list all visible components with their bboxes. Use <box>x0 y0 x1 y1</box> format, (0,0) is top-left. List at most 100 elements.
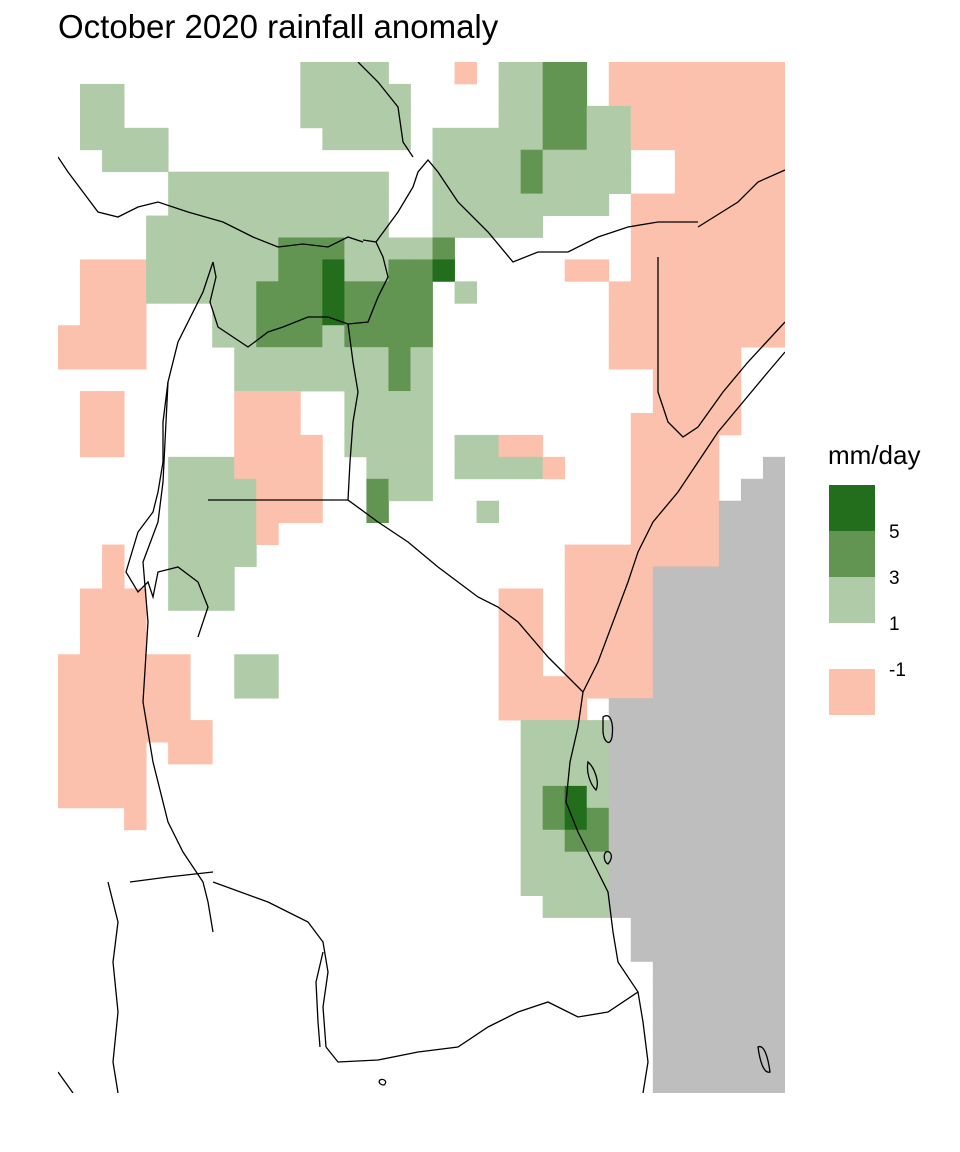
dry-anomaly-cell <box>234 391 257 414</box>
rainfall-anomaly-map <box>58 62 785 1093</box>
dry-anomaly-cell <box>630 588 654 611</box>
dry-anomaly-cell <box>608 62 632 85</box>
wet-anomaly-cell <box>454 215 477 238</box>
dry-anomaly-cell <box>630 281 654 304</box>
wet-anomaly-cell <box>564 829 588 853</box>
ocean-cell <box>762 544 785 567</box>
dry-anomaly-cell <box>762 281 785 304</box>
dry-anomaly-cell <box>674 369 698 392</box>
wet-anomaly-cell <box>542 807 566 831</box>
wet-anomaly-cell <box>410 259 433 282</box>
ocean-cell <box>740 895 764 918</box>
ocean-cell <box>674 742 698 765</box>
wet-anomaly-cell <box>212 500 235 524</box>
ocean-cell <box>740 720 764 743</box>
dry-anomaly-cell <box>674 347 698 370</box>
wet-anomaly-cell <box>366 62 389 85</box>
wet-anomaly-cell <box>432 171 455 195</box>
dry-anomaly-cell <box>80 676 103 699</box>
ocean-cell <box>718 829 742 853</box>
dry-anomaly-cell <box>674 83 698 107</box>
wet-anomaly-cell <box>432 259 455 282</box>
wet-anomaly-cell <box>234 654 257 677</box>
dry-anomaly-cell <box>80 742 103 765</box>
border-kenya-tanzania-coast <box>582 351 785 693</box>
wet-anomaly-cell <box>190 456 213 480</box>
ocean-cell <box>630 851 654 875</box>
wet-anomaly-cell <box>344 62 367 85</box>
ocean-cell <box>674 851 698 875</box>
wet-anomaly-cell <box>190 500 213 524</box>
dry-anomaly-cell <box>674 303 698 326</box>
ocean-cell <box>762 742 785 765</box>
dry-anomaly-cell <box>256 478 279 502</box>
wet-anomaly-cell <box>322 193 345 216</box>
dry-anomaly-cell <box>630 566 654 589</box>
dry-anomaly-cell <box>740 62 764 85</box>
wet-anomaly-cell <box>366 281 389 304</box>
wet-anomaly-cell <box>564 895 588 918</box>
wet-anomaly-cell <box>146 215 169 238</box>
wet-anomaly-cell <box>300 325 323 348</box>
wet-anomaly-cell <box>586 720 610 743</box>
wet-anomaly-cell <box>542 83 566 107</box>
wet-anomaly-cell <box>586 785 610 809</box>
ocean-cell <box>696 1005 720 1028</box>
dry-anomaly-cell <box>740 303 764 326</box>
wet-anomaly-cell <box>498 149 522 173</box>
dry-anomaly-cell <box>80 610 103 633</box>
ocean-cell <box>740 829 764 853</box>
wet-anomaly-cell <box>344 325 367 348</box>
dry-anomaly-cell <box>630 456 654 480</box>
ocean-cell <box>608 873 632 896</box>
wet-anomaly-cell <box>542 720 566 743</box>
ocean-cell <box>696 566 720 589</box>
dry-anomaly-cell <box>498 698 522 721</box>
dry-anomaly-cell <box>124 654 147 677</box>
dry-anomaly-cell <box>718 149 742 173</box>
dry-anomaly-cell <box>696 259 720 282</box>
wet-anomaly-cell <box>586 105 610 129</box>
wet-anomaly-cell <box>168 566 191 589</box>
ocean-cell <box>762 851 785 875</box>
ocean-cell <box>652 1005 676 1028</box>
wet-anomaly-cell <box>498 83 522 107</box>
wet-anomaly-cell <box>432 127 455 151</box>
ocean-cell <box>674 807 698 831</box>
wet-anomaly-cell <box>542 829 566 853</box>
dry-anomaly-cell <box>300 500 323 524</box>
ocean-cell <box>696 983 720 1006</box>
wet-anomaly-cell <box>542 127 566 151</box>
wet-anomaly-cell <box>564 193 588 216</box>
wet-anomaly-cell <box>564 851 588 875</box>
wet-anomaly-cell <box>256 193 279 216</box>
dry-anomaly-cell <box>124 325 147 348</box>
dry-anomaly-cell <box>564 632 588 655</box>
dry-anomaly-cell <box>80 763 103 787</box>
wet-anomaly-cell <box>608 149 632 173</box>
wet-anomaly-cell <box>344 237 367 260</box>
wet-anomaly-cell <box>608 127 632 151</box>
dry-anomaly-cell <box>80 785 103 809</box>
ocean-cell <box>696 961 720 984</box>
ocean-cell <box>630 939 654 962</box>
dry-anomaly-cell <box>608 303 632 326</box>
wet-anomaly-cell <box>102 149 125 173</box>
dry-anomaly-cell <box>740 171 764 195</box>
wet-anomaly-cell <box>410 237 433 260</box>
wet-anomaly-cell <box>520 742 544 765</box>
border-ethiopia-kenya <box>375 158 698 263</box>
dry-anomaly-cell <box>718 303 742 326</box>
ocean-cell <box>718 500 742 524</box>
ocean-cell <box>674 632 698 655</box>
wet-anomaly-cell <box>498 215 522 238</box>
wet-anomaly-cell <box>366 193 389 216</box>
wet-anomaly-cell <box>608 105 632 129</box>
wet-anomaly-cell <box>432 193 455 216</box>
wet-anomaly-cell <box>234 303 257 326</box>
wet-anomaly-cell <box>168 215 191 238</box>
wet-anomaly-cell <box>300 303 323 326</box>
dry-anomaly-cell <box>630 676 654 699</box>
wet-anomaly-cell <box>410 303 433 326</box>
dry-anomaly-cell <box>696 62 720 85</box>
